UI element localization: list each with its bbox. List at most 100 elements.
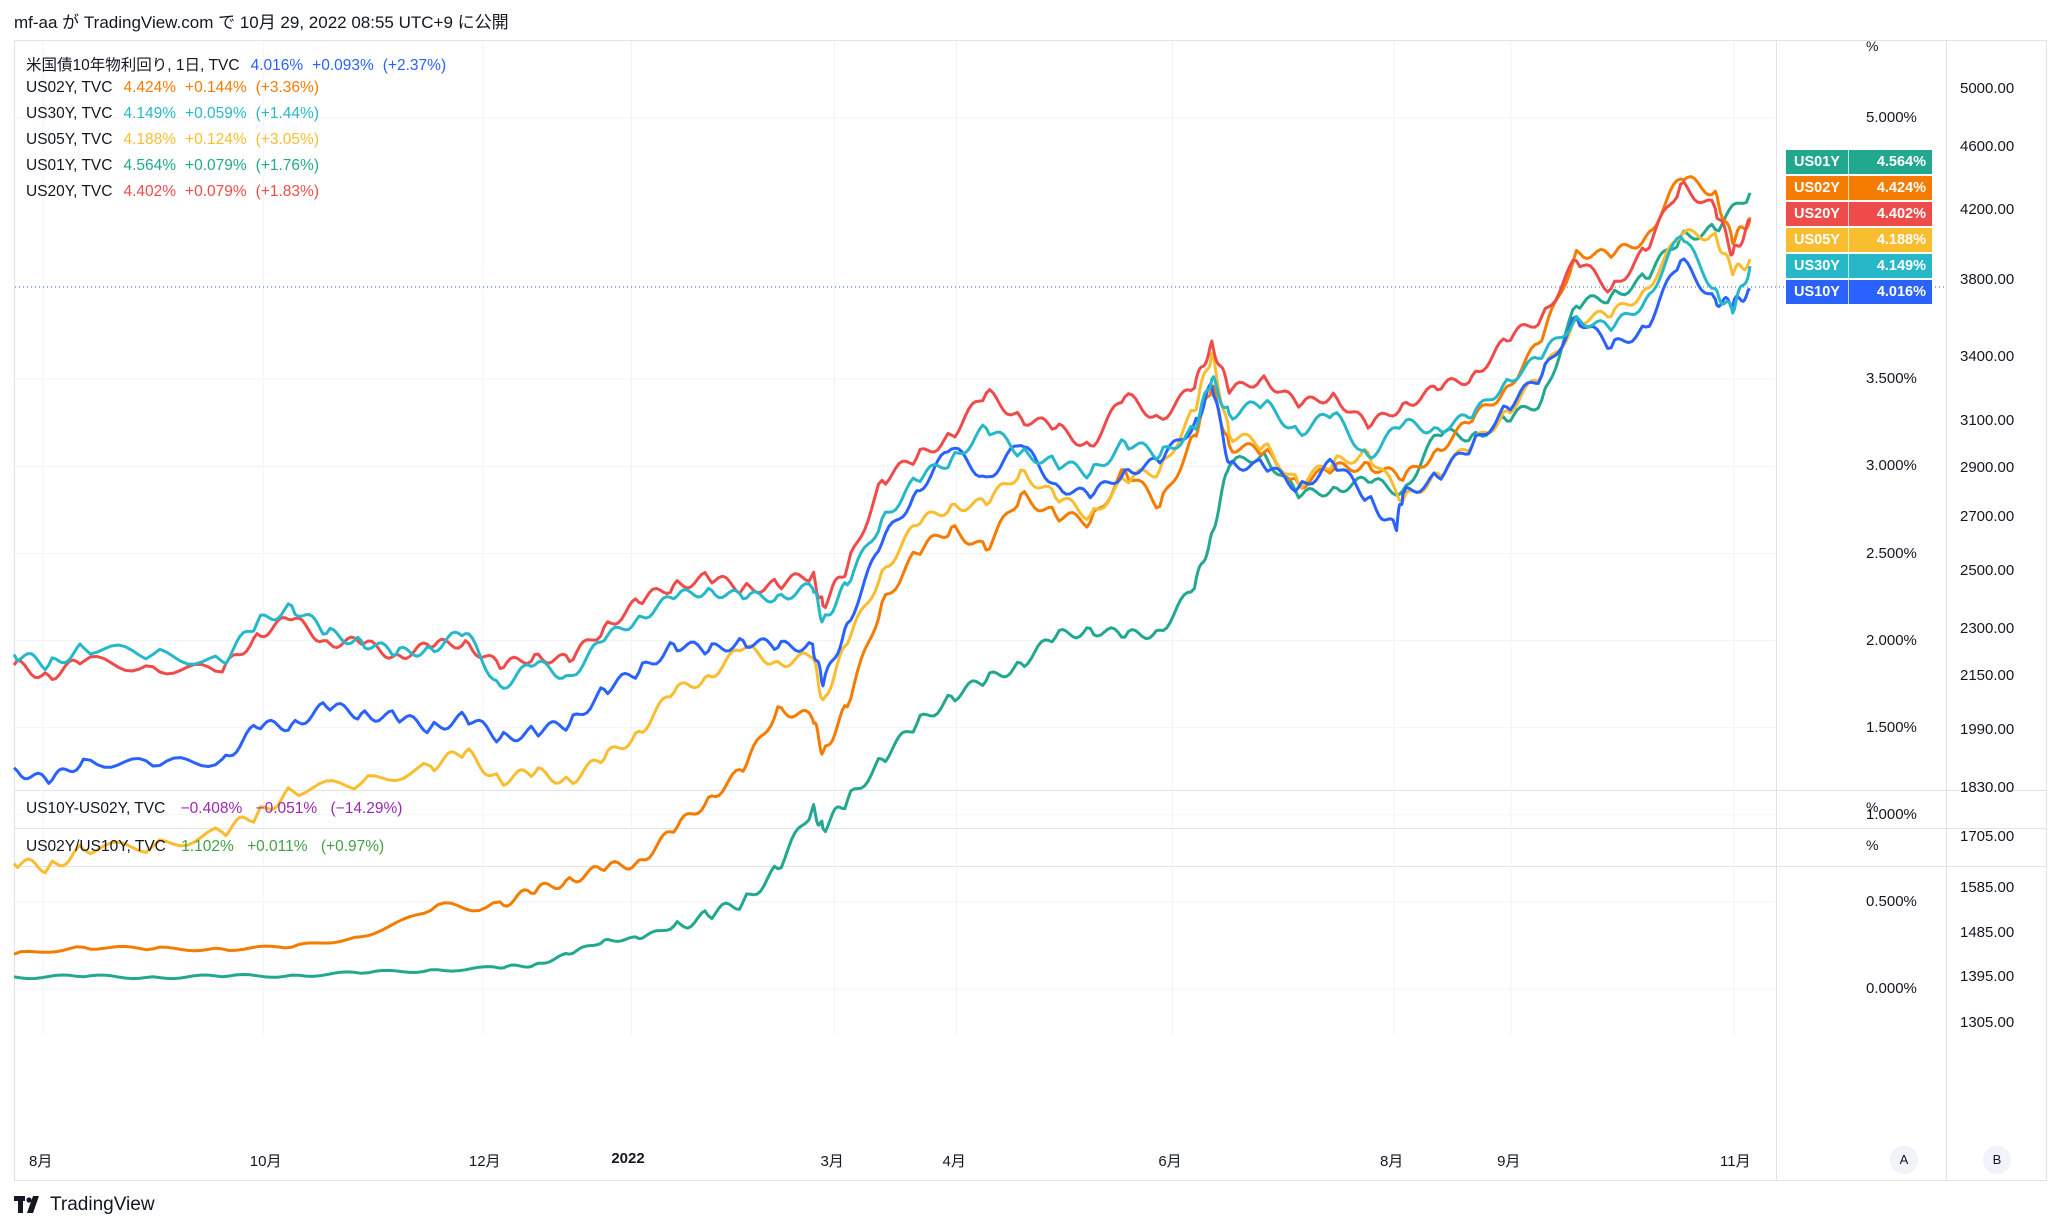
- legend-last: 4.149%: [123, 105, 177, 122]
- percent-tick-label: 1.500%: [1866, 718, 1917, 736]
- index-tick-label: 3800.00: [1960, 270, 2015, 288]
- series-line-us20y: [12, 180, 1752, 681]
- legend-symbol[interactable]: US05Y, TVC: [26, 131, 113, 148]
- legend-row[interactable]: US30Y, TVC 4.149% +0.059% (+1.44%): [26, 105, 328, 123]
- time-tick-label: 6月: [1158, 1153, 1182, 1170]
- pane3-symbol[interactable]: US02Y/US10Y, TVC: [26, 838, 166, 855]
- legend-symbol[interactable]: US02Y, TVC: [26, 79, 113, 96]
- pane-divider-3: [14, 866, 2047, 867]
- index-tick-label: 5000.00: [1960, 80, 2015, 97]
- index-tick-label: 3400.00: [1960, 348, 2015, 366]
- percent-tick-label: 2.000%: [1866, 631, 1917, 649]
- legend-change: +0.093%: [312, 57, 374, 74]
- time-tick-label: 8月: [1379, 1153, 1404, 1170]
- time-tick-label: 3月: [820, 1153, 844, 1170]
- price-tag-us05y: US05Y 4.188%: [1786, 228, 1932, 252]
- legend-symbol[interactable]: 米国債10年物利回り, 1日, TVC: [26, 57, 240, 74]
- pane3-change: +0.011%: [247, 838, 308, 855]
- index-tick-label: 1485.00: [1960, 924, 2015, 942]
- series-line-us01y: [13, 192, 1752, 981]
- price-tag-value: 4.149%: [1848, 254, 1932, 278]
- percent-tick-label: 3.000%: [1866, 457, 1917, 475]
- pane3-legend: US02Y/US10Y, TVC 1.102% +0.011% (+0.97%): [26, 838, 393, 856]
- chart-frame: [14, 40, 2047, 1181]
- legend-row[interactable]: US20Y, TVC 4.402% +0.079% (+1.83%): [26, 183, 328, 201]
- price-tag-symbol: US01Y: [1794, 154, 1840, 170]
- legend-last: 4.424%: [123, 79, 177, 96]
- price-tag-value: 4.564%: [1848, 150, 1932, 174]
- price-tag-value: 4.016%: [1848, 280, 1932, 304]
- legend-change: +0.079%: [185, 157, 247, 174]
- percent-tick-label: 0.500%: [1866, 892, 1917, 910]
- legend-last: 4.016%: [250, 57, 304, 74]
- legend-symbol[interactable]: US01Y, TVC: [26, 157, 113, 174]
- index-tick-label: 2900.00: [1960, 458, 2015, 476]
- legend-change-pct: (+1.83%): [255, 183, 319, 200]
- legend-row[interactable]: 米国債10年物利回り, 1日, TVC 4.016% +0.093% (+2.37%): [26, 53, 455, 75]
- price-tag-symbol: US10Y: [1794, 284, 1840, 300]
- auto-scale-button[interactable]: A: [1890, 1146, 1918, 1174]
- legend-last: 4.402%: [123, 183, 177, 200]
- pane2-unit: %: [1866, 799, 1879, 815]
- percent-tick-label: 1.000%: [1866, 805, 1917, 823]
- price-tag-us20y: US20Y 4.402%: [1786, 202, 1932, 226]
- price-tag-us01y: US01Y 4.564%: [1786, 150, 1932, 174]
- pane2-legend: US10Y-US02Y, TVC −0.408% −0.051% (−14.29…: [26, 800, 411, 818]
- index-tick-label: 1830.00: [1960, 778, 2015, 796]
- series-line-us05y: [12, 228, 1752, 875]
- price-tag-symbol: US20Y: [1794, 206, 1840, 222]
- time-tick-label: 8月: [29, 1153, 53, 1170]
- time-tick-label: 2022: [611, 1150, 645, 1167]
- pane3-unit: %: [1866, 837, 1879, 853]
- index-tick-label: 1705.00: [1960, 828, 2015, 846]
- percent-tick-label: 3.500%: [1866, 370, 1917, 388]
- percent-tick-label: 5.000%: [1866, 109, 1917, 126]
- legend-row[interactable]: US05Y, TVC 4.188% +0.124% (+3.05%): [26, 131, 328, 149]
- index-tick-label: 2500.00: [1960, 561, 2015, 579]
- price-tag-us02y: US02Y 4.424%: [1786, 176, 1932, 200]
- publish-header: mf-aa が TradingView.com で 10月 29, 2022 0…: [14, 13, 509, 32]
- time-tick-label: 11月: [1720, 1153, 1751, 1170]
- pane-divider-2: [14, 828, 2047, 829]
- legend-symbol[interactable]: US30Y, TVC: [26, 105, 113, 122]
- pane2-change: −0.051%: [255, 800, 318, 817]
- percent-tick-label: 0.000%: [1866, 980, 1917, 997]
- pane-divider-1: [14, 790, 2047, 791]
- index-tick-label: 2700.00: [1960, 508, 2015, 526]
- brand: TradingView: [14, 1194, 155, 1216]
- legend-change: +0.144%: [185, 79, 247, 96]
- legend-change-pct: (+3.36%): [255, 79, 319, 96]
- legend-change-pct: (+1.44%): [255, 105, 319, 122]
- legend-change: +0.079%: [185, 183, 247, 200]
- price-tag-value: 4.188%: [1848, 228, 1932, 252]
- pane3-change-pct: (+0.97%): [320, 838, 385, 855]
- time-tick-label: 4月: [942, 1153, 966, 1170]
- pane3-last: 1.102%: [181, 838, 234, 855]
- price-scale-divider-1: [1776, 40, 1777, 1181]
- legend-change: +0.059%: [185, 105, 247, 122]
- series-line-us10y: [12, 257, 1751, 785]
- price-tag-us10y: US10Y 4.016%: [1786, 280, 1932, 304]
- price-tag-value: 4.424%: [1848, 176, 1932, 200]
- price-tag-symbol: US02Y: [1794, 180, 1840, 196]
- legend-row[interactable]: US02Y, TVC 4.424% +0.144% (+3.36%): [26, 79, 328, 97]
- legend-last: 4.564%: [123, 157, 177, 174]
- index-tick-label: 1585.00: [1960, 878, 2015, 896]
- index-tick-label: 3100.00: [1960, 412, 2015, 430]
- price-tag-us30y: US30Y 4.149%: [1786, 254, 1932, 278]
- legend-row[interactable]: US01Y, TVC 4.564% +0.079% (+1.76%): [26, 157, 328, 175]
- legend-change-pct: (+2.37%): [382, 57, 447, 74]
- legend-symbol[interactable]: US20Y, TVC: [26, 183, 113, 200]
- time-tick-label: 9月: [1497, 1153, 1521, 1170]
- b-scale-button[interactable]: B: [1983, 1146, 2011, 1174]
- index-tick-label: 1395.00: [1960, 967, 2015, 985]
- tradingview-logo-icon: [14, 1196, 39, 1213]
- pane2-symbol[interactable]: US10Y-US02Y, TVC: [26, 800, 166, 817]
- index-tick-label: 4600.00: [1960, 137, 2015, 155]
- main-pane-unit: %: [1866, 38, 1879, 54]
- price-tag-symbol: US30Y: [1794, 258, 1840, 274]
- index-tick-label: 1305.00: [1960, 1014, 2015, 1031]
- percent-tick-label: 2.500%: [1866, 544, 1917, 562]
- time-tick-label: 10月: [249, 1153, 282, 1170]
